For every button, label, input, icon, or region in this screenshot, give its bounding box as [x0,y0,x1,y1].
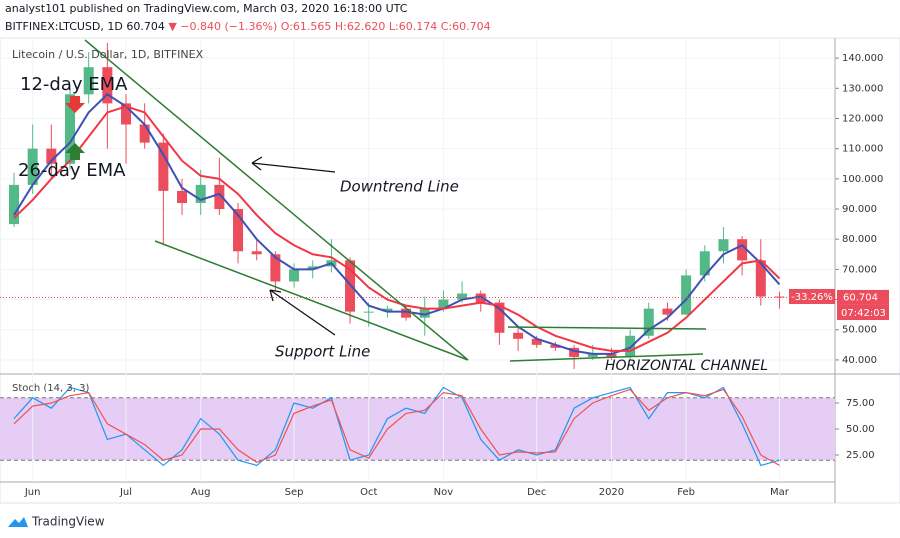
y-tick-label: 25.00 [846,450,875,461]
change-tag [789,289,835,304]
publisher: analyst101 published on TradingView.com,… [5,2,408,15]
y-tick-label: 70.000 [842,264,877,275]
candle-body [419,308,430,318]
candle-body [363,311,374,313]
candle-body [233,209,244,252]
countdown-tag [837,305,889,320]
y-tick-label: 140.000 [842,53,883,64]
x-tick-label: Jun [24,487,41,498]
candle-body [699,251,710,276]
candle-body [102,67,113,104]
y-tick-label: 130.000 [842,83,883,94]
candle-body [121,103,132,125]
x-tick-label: Sep [285,487,304,498]
x-tick-label: Dec [527,487,546,498]
y-tick-label: 120.000 [842,113,883,124]
change-tag-text: -33.26% [791,292,833,303]
y-tick-label: 75.00 [846,398,875,409]
candle-body [139,124,150,143]
ema-line [13,105,781,352]
ema26-label: 26-day EMA [18,160,126,181]
arrow [251,156,336,173]
candle-body [755,260,766,297]
last-price-tag [837,289,889,305]
candle-body [289,269,300,282]
candle-body [83,67,94,95]
candle-body [569,347,580,357]
candle-body [251,251,262,255]
y-tick-label: 50.000 [842,325,877,336]
downtrend-line [84,39,469,361]
arrow [269,289,336,336]
ohlc: O:61.565 H:62.620 L:60.174 C:60.704 [281,20,491,33]
channel-top [507,326,707,330]
y-tick-label: 50.00 [846,424,875,435]
candle-body [494,302,505,333]
stoch-line [13,386,780,467]
candle-body [177,190,188,203]
last-price: 60.704 [843,292,878,303]
x-tick-label: 2020 [599,487,624,498]
candle-body [513,332,524,339]
change: ▼ −0.840 (−1.36%) [168,20,277,33]
candle-body [625,335,636,357]
candle-body [9,184,19,225]
x-tick-label: Aug [191,487,211,498]
y-tick-label: 100.000 [842,174,883,185]
candle-body [214,184,225,210]
candle-body [27,148,38,185]
up-arrow-icon [65,143,85,160]
candle-body [606,353,617,357]
x-tick-label: Feb [677,487,695,498]
stoch-line [13,388,780,466]
candle-body [531,338,542,345]
marks: 40.00050.00060.00070.00080.00090.000100.… [0,38,889,498]
x-tick-label: Oct [360,487,377,498]
last: 60.704 [126,20,165,33]
candle-body [270,254,281,282]
y-tick-label: 110.000 [842,144,883,155]
candle-body [46,148,57,164]
support-label: Support Line [275,343,370,361]
countdown: 07:42:03 [841,308,886,319]
symbol-line: BITFINEX:LTCUSD, 1D 60.704 ▼ −0.840 (−1.… [5,20,491,33]
brand: TradingView [31,515,105,529]
candle-body [587,353,598,357]
candle-body [158,142,169,191]
candle-body [382,308,393,312]
candle-body [307,266,318,270]
candle-body [65,94,76,164]
candle-body [457,293,468,300]
candle-body [737,239,748,261]
candle-body [774,296,785,298]
y-tick-label: 90.000 [842,204,877,215]
candle-body [550,344,561,348]
channel-bottom [509,353,704,362]
downtrend-label: Downtrend Line [340,178,459,196]
brand-logo [8,517,28,527]
x-tick-label: Mar [770,487,790,498]
chart-title: Litecoin / U.S. Dollar, 1D, BITFINEX [12,48,204,61]
y-tick-label: 40.000 [842,355,877,366]
arrows [251,156,336,336]
x-tick-label: Nov [434,487,454,498]
channel-label: HORIZONTAL CHANNEL [605,358,768,374]
y-tick-label: 80.000 [842,234,877,245]
candle-body [401,308,412,318]
stoch-band [0,397,835,461]
candle-body [475,293,486,303]
candle-body [718,239,729,252]
down-arrow-icon [65,96,85,113]
candle-body [438,299,449,309]
support-line [154,240,469,361]
stoch-title: Stoch (14, 3, 3) [12,383,89,394]
ema12-label: 12-day EMA [20,74,128,95]
x-tick-label: Jul [119,487,132,498]
candle-body [643,308,654,336]
candle-body [195,184,206,203]
symbol: BITFINEX:LTCUSD, 1D [5,20,123,33]
candle-body [681,275,692,315]
candle-body [662,308,673,315]
